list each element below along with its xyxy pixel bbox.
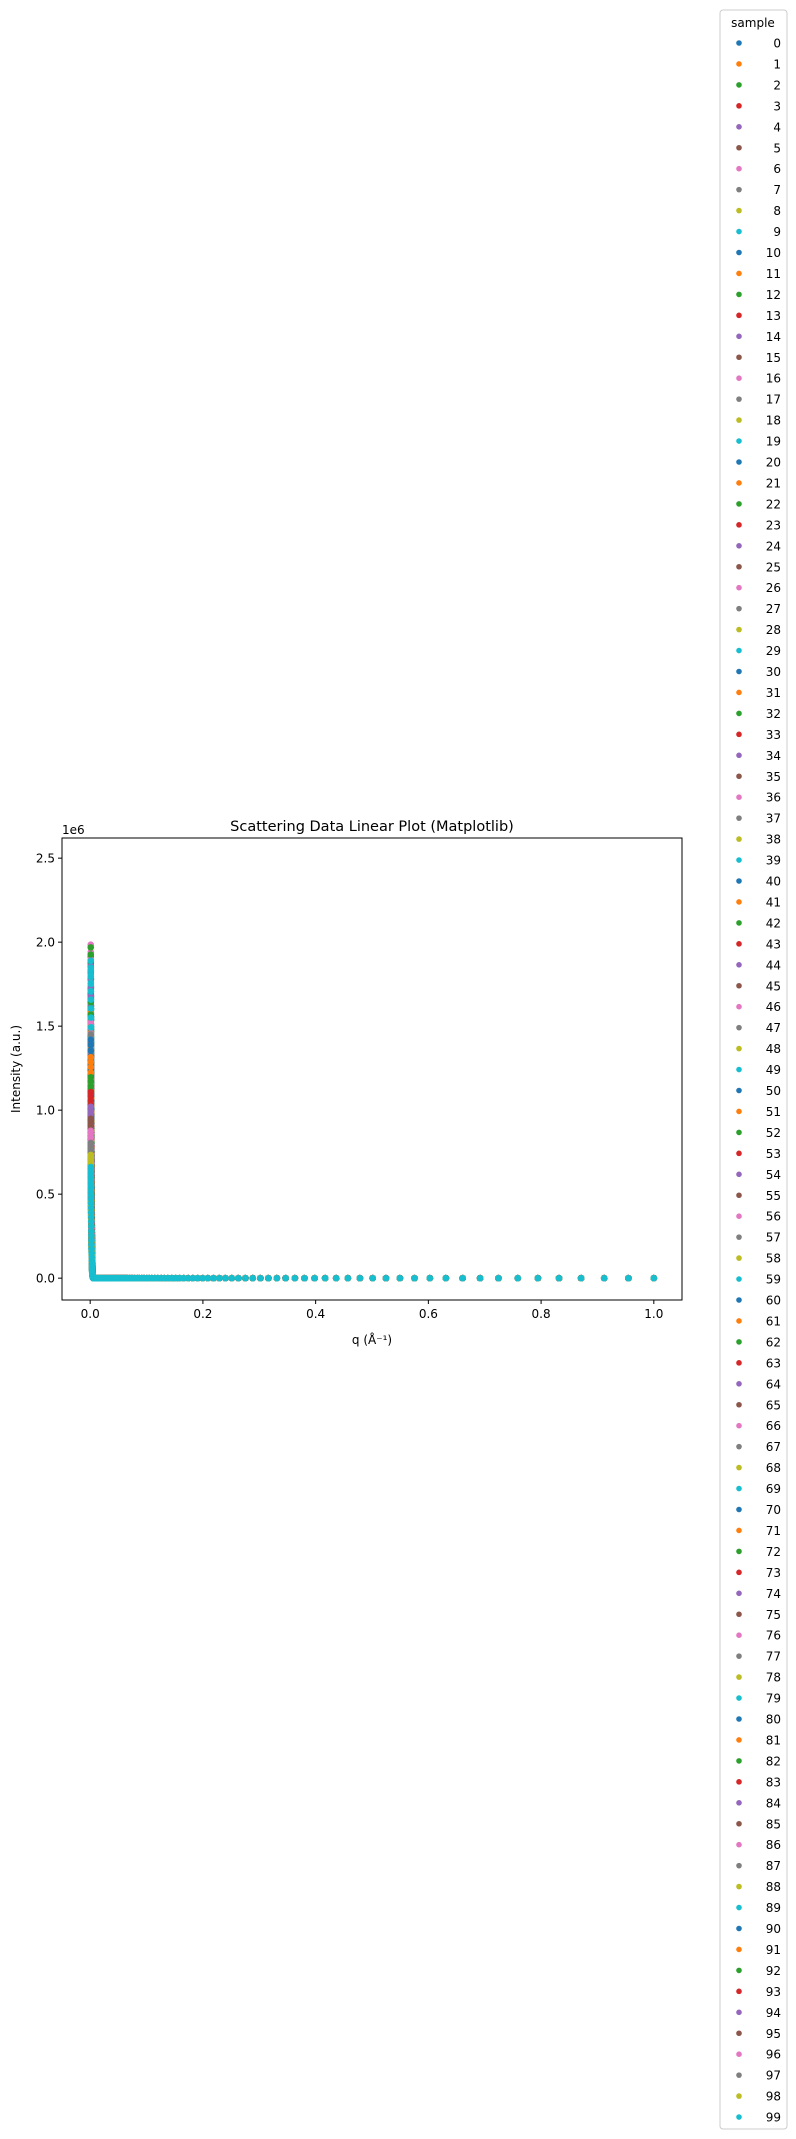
data-point bbox=[87, 996, 95, 1004]
series-19 bbox=[87, 957, 658, 1282]
series-23 bbox=[87, 1047, 658, 1282]
chart-title: Scattering Data Linear Plot (Matplotlib) bbox=[230, 819, 514, 835]
data-point bbox=[87, 966, 95, 974]
data-point bbox=[87, 1014, 95, 1021]
data-point bbox=[87, 973, 95, 981]
series-32 bbox=[87, 1060, 658, 1282]
series-12 bbox=[87, 944, 658, 1282]
data-point bbox=[87, 1019, 95, 1026]
series-27 bbox=[87, 1056, 658, 1282]
series-15 bbox=[87, 1028, 658, 1282]
series-11 bbox=[87, 993, 658, 1282]
series-22 bbox=[87, 998, 658, 1282]
series-0 bbox=[87, 1027, 658, 1282]
y-offset-label: 1e6 bbox=[62, 823, 85, 837]
series-24 bbox=[87, 1052, 658, 1282]
data-point bbox=[87, 957, 95, 965]
series-31 bbox=[87, 1044, 658, 1282]
series-26 bbox=[87, 1019, 658, 1282]
series-20 bbox=[87, 1033, 658, 1282]
series-30 bbox=[87, 1067, 658, 1282]
series-2 bbox=[87, 953, 658, 1282]
data-point bbox=[87, 951, 95, 958]
series-8 bbox=[87, 1013, 658, 1282]
x-axis-label: q (Å⁻¹) bbox=[352, 1332, 392, 1347]
data-point bbox=[87, 944, 95, 951]
data-point bbox=[87, 988, 95, 995]
data-point bbox=[87, 980, 95, 988]
series-5 bbox=[87, 989, 658, 1282]
data-points bbox=[87, 941, 658, 1282]
series-13 bbox=[87, 1023, 658, 1282]
series-18 bbox=[87, 1041, 658, 1282]
data-point bbox=[87, 1005, 95, 1012]
series-17 bbox=[87, 1007, 658, 1282]
series-25 bbox=[87, 1037, 658, 1282]
series-28 bbox=[87, 1063, 658, 1282]
series-29 bbox=[87, 966, 658, 1282]
y-axis-label: Intensity (a.u.) bbox=[9, 1025, 23, 1113]
series-10 bbox=[87, 985, 658, 1282]
series-7 bbox=[87, 1011, 658, 1282]
series-21 bbox=[87, 1009, 658, 1282]
series-6 bbox=[87, 941, 658, 1282]
series-1 bbox=[87, 1084, 658, 1282]
series-9 bbox=[87, 1003, 658, 1282]
series-3 bbox=[87, 1020, 658, 1282]
data-point bbox=[87, 1023, 95, 1031]
series-14 bbox=[87, 962, 658, 1282]
series-16 bbox=[87, 1016, 658, 1282]
series-4 bbox=[87, 969, 658, 1282]
